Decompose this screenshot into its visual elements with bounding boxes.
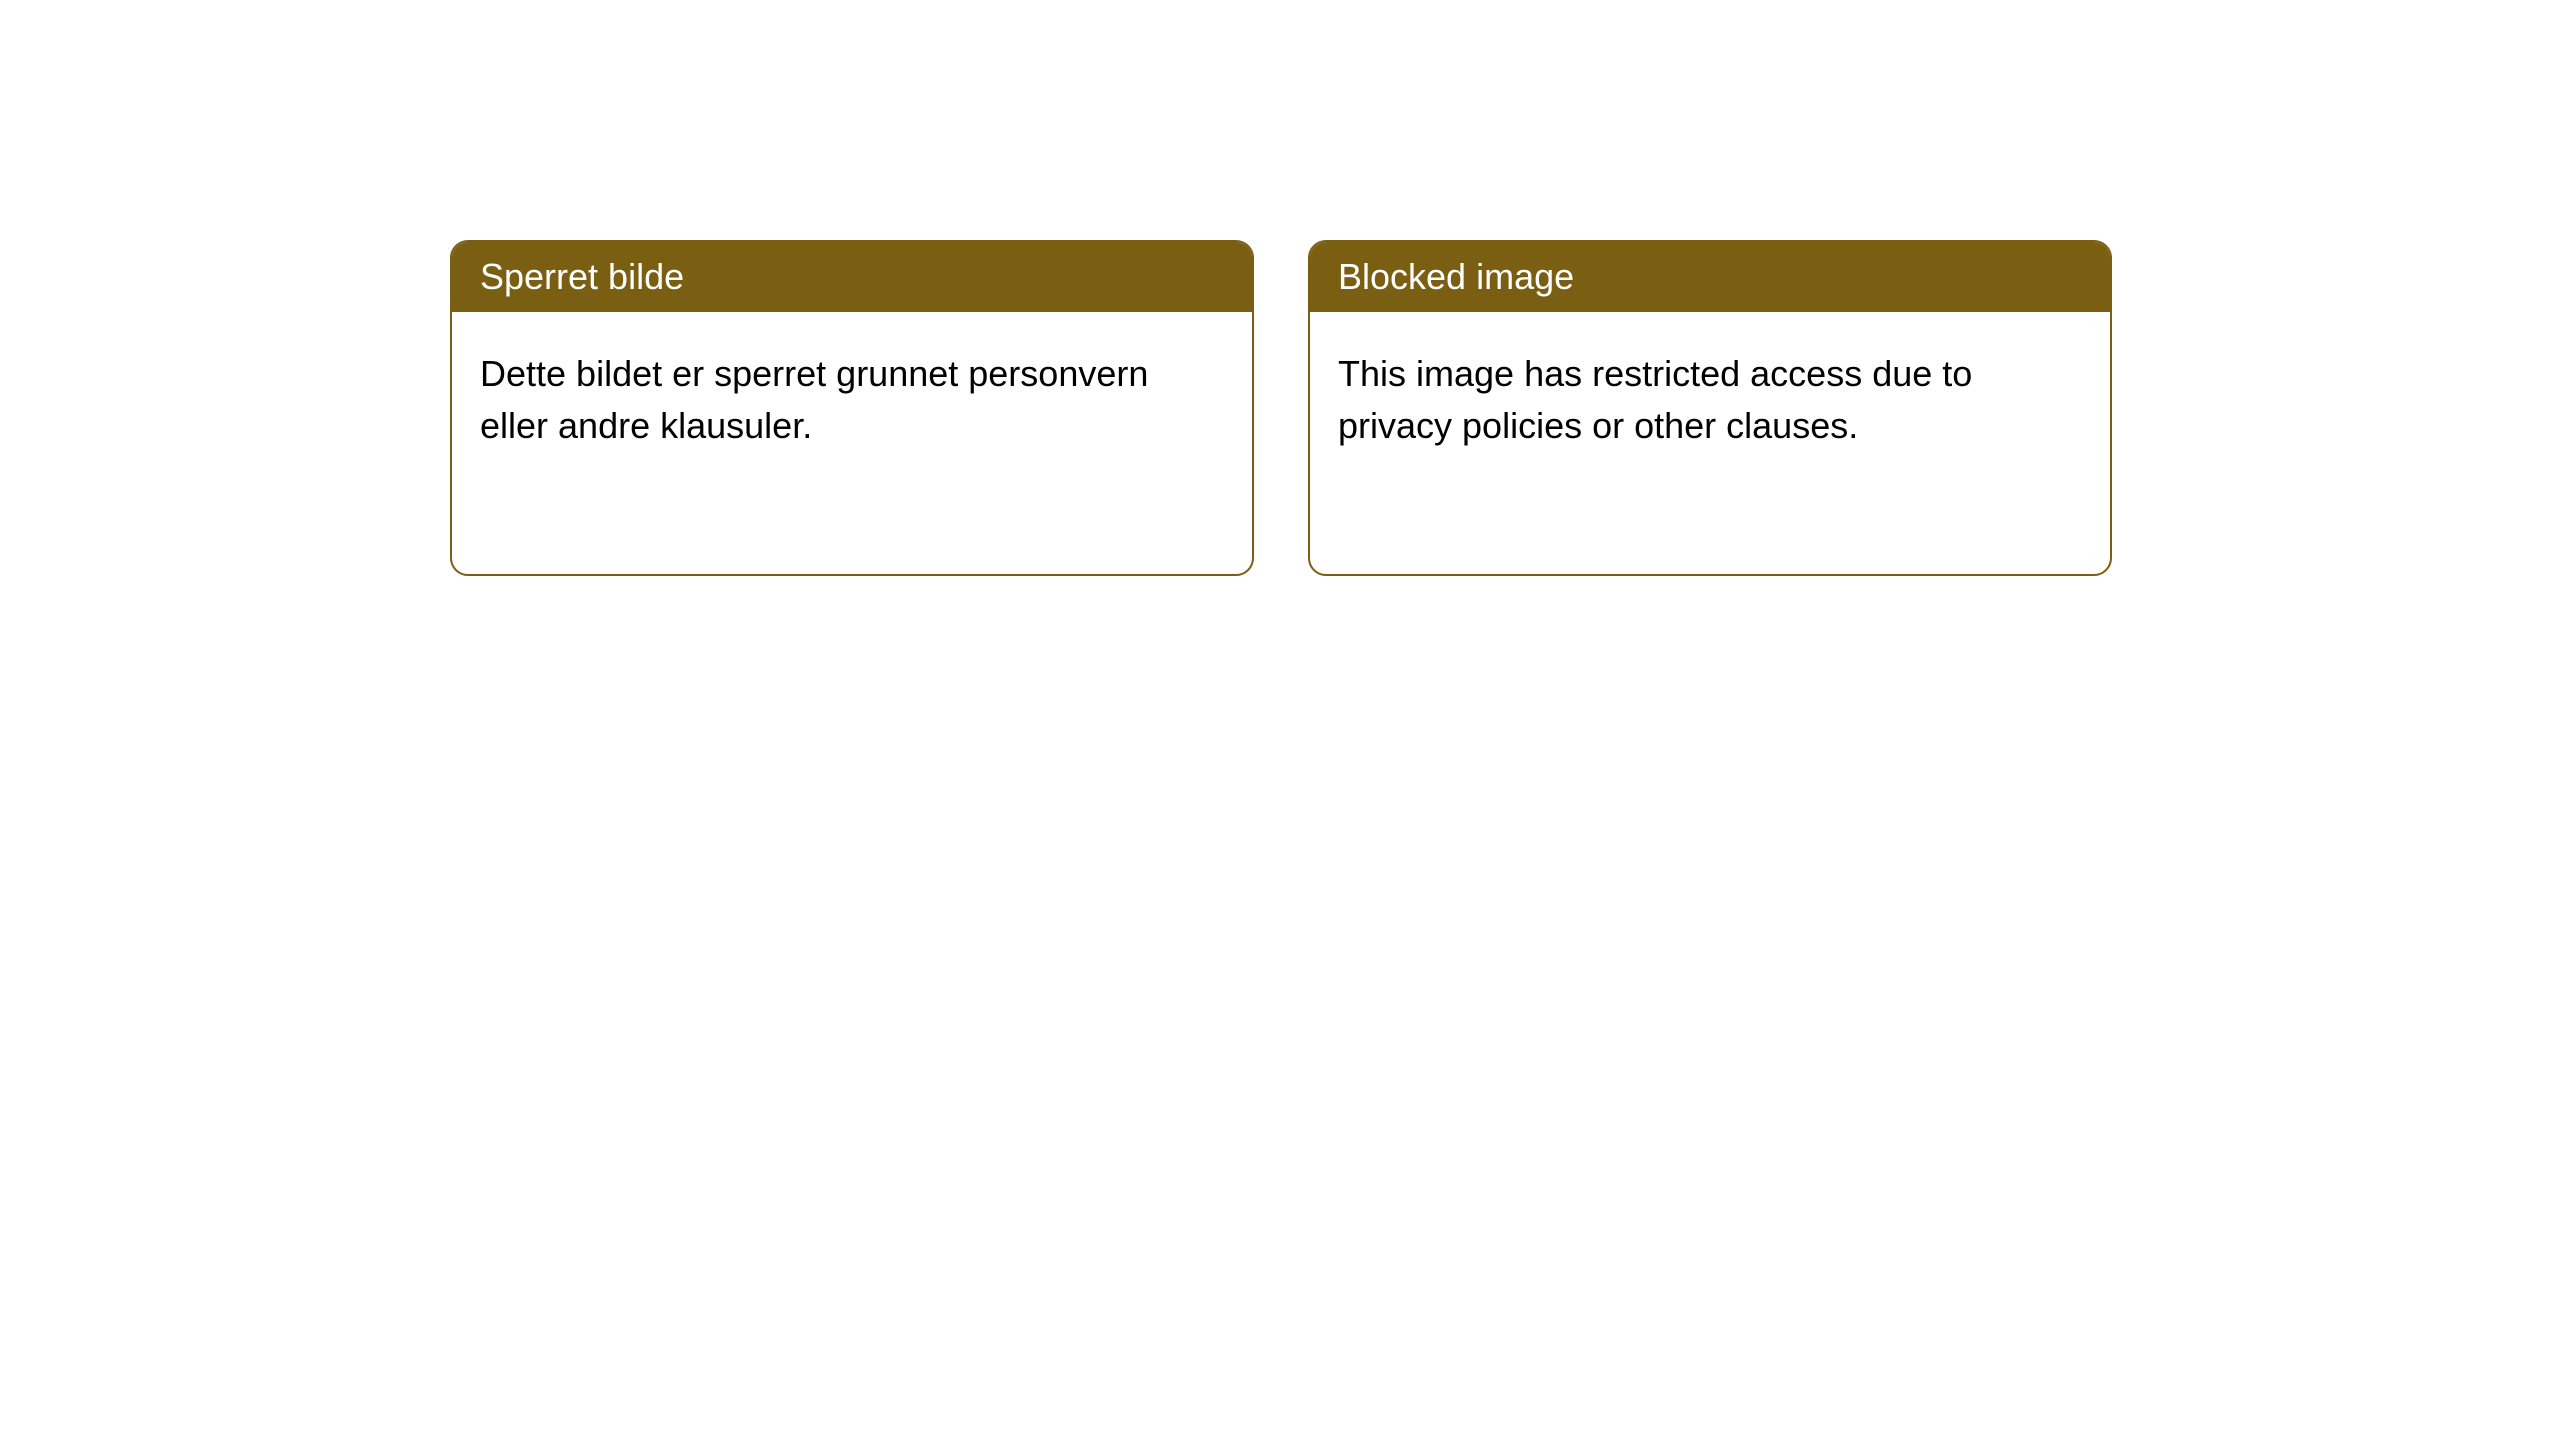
notice-body-english: This image has restricted access due to … [1310, 312, 2110, 488]
notice-cards-container: Sperret bilde Dette bildet er sperret gr… [450, 240, 2112, 576]
notice-title-english: Blocked image [1310, 242, 2110, 312]
notice-card-english: Blocked image This image has restricted … [1308, 240, 2112, 576]
notice-body-norwegian: Dette bildet er sperret grunnet personve… [452, 312, 1252, 488]
notice-card-norwegian: Sperret bilde Dette bildet er sperret gr… [450, 240, 1254, 576]
notice-title-norwegian: Sperret bilde [452, 242, 1252, 312]
